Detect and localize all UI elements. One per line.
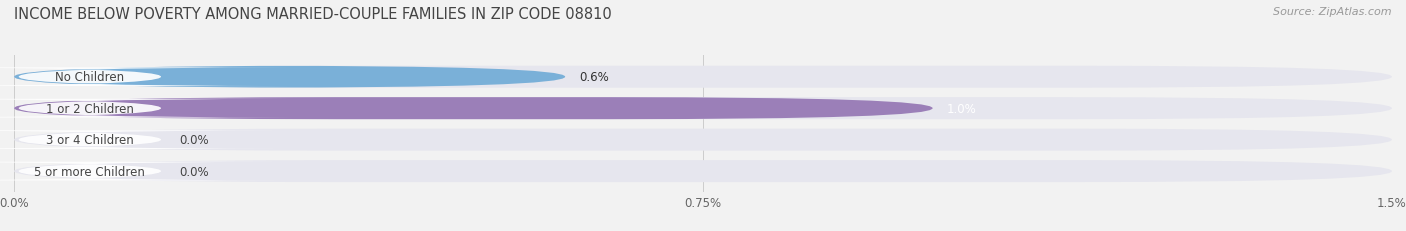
Text: 5 or more Children: 5 or more Children <box>34 165 145 178</box>
FancyBboxPatch shape <box>14 66 565 88</box>
Text: 0.0%: 0.0% <box>180 134 209 146</box>
Text: 0.6%: 0.6% <box>579 71 609 84</box>
FancyBboxPatch shape <box>0 131 292 149</box>
FancyBboxPatch shape <box>14 129 1392 151</box>
Text: Source: ZipAtlas.com: Source: ZipAtlas.com <box>1274 7 1392 17</box>
Text: 0.0%: 0.0% <box>180 165 209 178</box>
Text: 1 or 2 Children: 1 or 2 Children <box>46 102 134 115</box>
FancyBboxPatch shape <box>14 98 1392 120</box>
Text: 1.0%: 1.0% <box>946 102 976 115</box>
FancyBboxPatch shape <box>14 66 1392 88</box>
FancyBboxPatch shape <box>14 98 932 120</box>
FancyBboxPatch shape <box>14 160 1392 182</box>
Text: 3 or 4 Children: 3 or 4 Children <box>46 134 134 146</box>
Text: No Children: No Children <box>55 71 124 84</box>
FancyBboxPatch shape <box>0 99 292 118</box>
FancyBboxPatch shape <box>0 68 292 87</box>
Text: INCOME BELOW POVERTY AMONG MARRIED-COUPLE FAMILIES IN ZIP CODE 08810: INCOME BELOW POVERTY AMONG MARRIED-COUPL… <box>14 7 612 22</box>
FancyBboxPatch shape <box>0 162 292 181</box>
